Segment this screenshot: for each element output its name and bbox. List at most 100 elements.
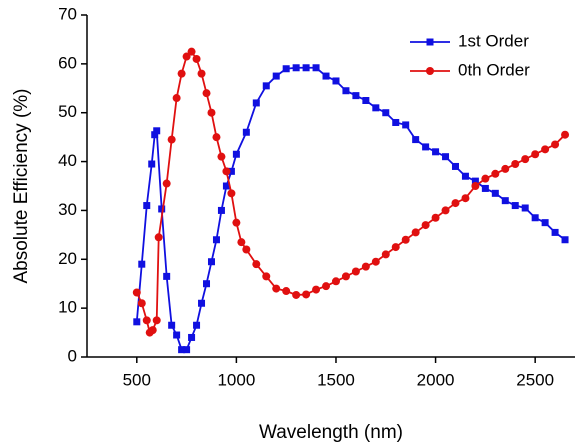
data-point [322, 72, 330, 80]
data-point [153, 127, 161, 135]
data-point [222, 167, 231, 176]
data-point [222, 182, 230, 190]
x-axis-title: Wavelength (nm) [259, 422, 403, 443]
data-point [282, 287, 291, 296]
data-point [361, 262, 370, 271]
data-point [551, 228, 559, 236]
data-point [142, 316, 151, 325]
data-point [511, 160, 520, 169]
data-point [188, 333, 196, 341]
data-point [561, 236, 569, 244]
data-point [362, 97, 370, 104]
data-point [282, 65, 290, 73]
data-point [262, 272, 271, 281]
data-point [471, 182, 480, 190]
data-point [272, 284, 281, 293]
data-point [421, 221, 430, 230]
data-point [561, 130, 570, 139]
data-point [501, 197, 509, 205]
y-tick-label: 10 [58, 298, 77, 317]
data-point [541, 219, 549, 227]
data-point [148, 326, 157, 335]
data-point [168, 321, 176, 329]
data-point [237, 238, 246, 247]
data-point [451, 199, 460, 208]
data-point [302, 290, 311, 299]
data-point [451, 162, 459, 170]
data-point [151, 131, 159, 139]
legend-label: 0th Order [458, 60, 530, 79]
series-line [135, 66, 566, 351]
data-point [412, 136, 420, 144]
data-point [501, 164, 510, 173]
data-point [491, 169, 500, 178]
data-point [182, 52, 191, 61]
data-point [531, 214, 539, 222]
data-point [197, 69, 206, 78]
data-point [422, 143, 430, 151]
data-point [202, 89, 211, 98]
y-tick-label: 50 [58, 102, 77, 121]
data-point [551, 140, 560, 149]
data-point [217, 206, 225, 214]
data-point [402, 121, 410, 129]
data-point [163, 272, 171, 280]
legend-label: 1st Order [458, 31, 529, 50]
data-point [302, 64, 310, 72]
data-point [138, 260, 146, 268]
data-point [481, 174, 490, 183]
data-point [232, 150, 240, 158]
data-point [471, 177, 479, 185]
data-point [143, 202, 151, 210]
data-point [212, 133, 221, 142]
data-point [411, 228, 420, 237]
data-point [372, 104, 380, 112]
data-point [381, 250, 390, 259]
data-point [132, 288, 141, 297]
data-point [178, 346, 186, 354]
data-point [148, 160, 156, 168]
data-point [461, 194, 470, 203]
data-point [242, 128, 250, 136]
data-point [481, 184, 489, 192]
data-point [431, 213, 440, 222]
data-point [441, 206, 450, 215]
data-point [198, 299, 206, 307]
data-point [137, 299, 146, 308]
data-point [401, 235, 410, 244]
data-point [242, 245, 251, 254]
legend-marker [426, 38, 434, 46]
data-point [133, 318, 141, 326]
data-point [207, 108, 216, 117]
data-point [292, 64, 300, 72]
data-point [461, 172, 469, 180]
data-point [152, 316, 161, 325]
x-tick-label: 2500 [516, 370, 554, 389]
data-point [352, 92, 360, 100]
y-tick-label: 0 [68, 346, 77, 365]
x-tick-label: 2000 [417, 370, 455, 389]
data-point [292, 290, 301, 299]
data-point [312, 64, 320, 72]
data-point [491, 189, 499, 197]
data-point [392, 118, 400, 126]
data-point [371, 257, 380, 266]
data-point [183, 346, 191, 354]
data-point [521, 204, 529, 212]
x-tick-label: 1000 [217, 370, 255, 389]
data-point [341, 272, 350, 281]
data-point [331, 277, 340, 286]
y-axis-title: Absolute Efficiency (%) [11, 88, 32, 283]
x-tick-label: 500 [123, 370, 151, 389]
data-point [521, 155, 530, 164]
data-point [252, 99, 260, 107]
data-point [207, 258, 215, 266]
data-point [167, 135, 176, 144]
y-tick-label: 20 [58, 249, 77, 268]
data-point [382, 109, 390, 117]
data-point [187, 47, 196, 56]
data-point [192, 54, 201, 63]
data-point [442, 153, 450, 161]
data-point [162, 179, 171, 188]
